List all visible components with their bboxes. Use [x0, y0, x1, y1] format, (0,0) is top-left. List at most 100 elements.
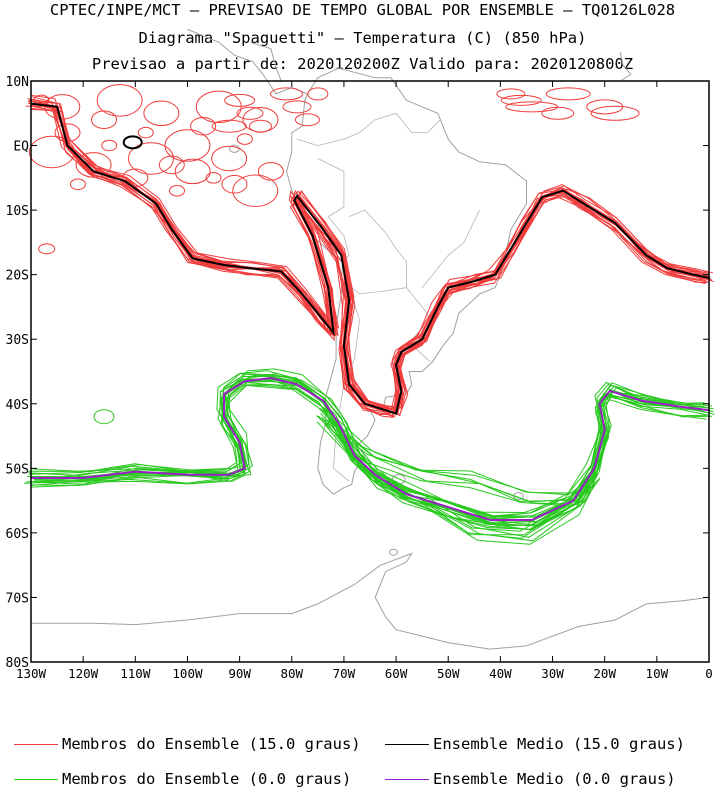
lon-tick-label: 120W [68, 666, 99, 681]
member-15-contour [69, 178, 86, 191]
mean-0-contour [31, 376, 710, 521]
member-15-contour [545, 87, 591, 101]
member-15-contour [590, 105, 640, 121]
caribbean-coast [249, 41, 282, 82]
member-15-contour [33, 104, 712, 414]
coastlines [31, 28, 710, 650]
member-15-contour [30, 107, 709, 417]
member-15-contour [221, 175, 248, 194]
lon-tick-label: 0 [705, 666, 713, 681]
legend-members-15: Membros do Ensemble (15.0 graus) [14, 735, 361, 753]
member-0-contour [34, 379, 715, 527]
member-0-contour [93, 409, 115, 425]
legend-members-0: Membros do Ensemble (0.0 graus) [14, 770, 351, 788]
member-0-contour [322, 419, 601, 542]
member-15-contour [232, 174, 279, 207]
member-15-contour [505, 101, 559, 113]
legend-label-mean-15: Ensemble Medio (15.0 graus) [433, 735, 685, 753]
members-15-contours [25, 84, 714, 418]
country-border [296, 112, 397, 147]
member-15-contour [169, 184, 186, 197]
lon-tick-label: 110W [120, 666, 151, 681]
member-15-contour [28, 99, 711, 412]
lat-tick-label: 10S [6, 204, 29, 219]
member-15-contour [91, 110, 118, 129]
lat-tick-label: 30S [6, 333, 29, 348]
member-15-contour [38, 243, 56, 255]
member-15-contour [31, 99, 711, 409]
member-15-contour [158, 155, 185, 175]
members-0-contours [23, 368, 715, 545]
lon-tick-label: 50W [437, 666, 460, 681]
title-line-3: Previsao a partir de: 2020120200Z Valido… [91, 55, 634, 73]
country-border [395, 113, 441, 133]
lat-tick-label: 20S [6, 269, 29, 284]
member-15-contour [500, 94, 542, 106]
member-15-contour [211, 119, 247, 133]
lon-tick-label: 60W [385, 666, 408, 681]
lat-tick-label: 50S [6, 462, 29, 477]
member-15-contour [137, 126, 154, 139]
lon-tick-label: 30W [541, 666, 564, 681]
country-border [343, 261, 407, 295]
member-15-contour [190, 116, 217, 136]
member-15-contour [54, 123, 81, 142]
africa-coast [619, 51, 632, 82]
map-frame [30, 80, 710, 663]
member-15-contour [31, 109, 708, 418]
member-15-contour [28, 135, 75, 169]
member-0-contour [324, 419, 596, 545]
member-15-contour [224, 93, 256, 107]
member-15-contour [174, 158, 211, 185]
member-15-contour [236, 106, 264, 120]
ensemble-mean-contours [30, 102, 710, 521]
mean-15-contour [30, 102, 710, 415]
member-15-contour [541, 106, 575, 120]
legend-swatch-mean-15 [385, 744, 429, 745]
member-15-contour [164, 129, 211, 162]
country-border [317, 158, 345, 217]
member-15-contour [270, 87, 304, 101]
member-15-contour [25, 105, 706, 416]
lon-tick-label: 70W [333, 666, 356, 681]
legend-swatch-members-15 [14, 744, 58, 745]
country-border [421, 209, 480, 288]
lat-tick-label: 80S [6, 656, 29, 671]
member-15-contour [143, 100, 180, 127]
antarctica-coast [31, 552, 710, 650]
member-15-contour [27, 98, 707, 411]
member-15-contour [282, 100, 312, 114]
legend-swatch-members-0 [14, 779, 58, 780]
lat-tick-label: EQ [13, 140, 29, 155]
lat-tick-label: 40S [6, 398, 29, 413]
member-15-contour [75, 152, 112, 178]
member-15-contour [496, 88, 526, 100]
member-15-contour [28, 102, 708, 413]
legend-label-mean-0: Ensemble Medio (0.0 graus) [433, 770, 676, 788]
member-15-contour [29, 104, 706, 418]
member-15-contour [101, 139, 118, 152]
lon-tick-label: 40W [489, 666, 512, 681]
member-15-contour [44, 94, 81, 120]
member-15-contour [294, 113, 320, 127]
member-15-contour [205, 172, 222, 184]
title-line-1: CPTEC/INPE/MCT – PREVISAO DE TEMPO GLOBA… [49, 1, 676, 19]
legend-mean-15: Ensemble Medio (15.0 graus) [385, 735, 685, 753]
lat-tick-label: 10N [6, 75, 29, 90]
lat-tick-label: 60S [6, 527, 29, 542]
lon-tick-label: 80W [280, 666, 303, 681]
lat-tick-label: 70S [6, 591, 29, 606]
central-america-coast [187, 28, 308, 95]
member-15-contour [122, 168, 149, 188]
member-0-contour [316, 415, 595, 539]
member-15-contour [30, 94, 710, 407]
legend-mean-0: Ensemble Medio (0.0 graus) [385, 770, 676, 788]
lon-tick-label: 20W [593, 666, 616, 681]
member-15-contour [34, 103, 713, 415]
lon-tick-label: 90W [228, 666, 251, 681]
member-15-contour [248, 119, 272, 133]
member-0-contour [30, 381, 709, 527]
member-15-contour [30, 104, 707, 416]
member-15-contour [31, 96, 714, 409]
